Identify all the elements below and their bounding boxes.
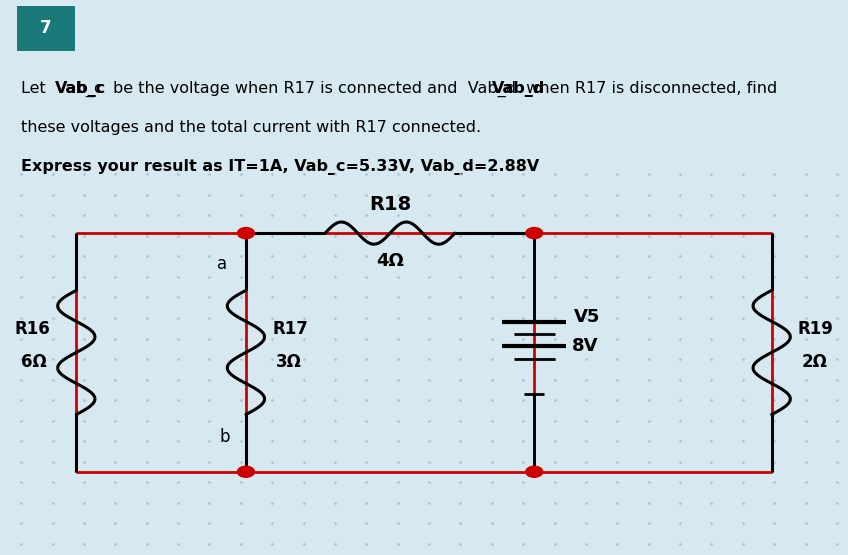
Circle shape (237, 466, 254, 477)
Text: a: a (217, 255, 227, 273)
Text: R18: R18 (369, 195, 411, 214)
Text: R17: R17 (272, 320, 308, 338)
Text: 8V: 8V (572, 337, 599, 355)
Circle shape (526, 466, 543, 477)
Text: R19: R19 (798, 320, 834, 338)
Text: 4Ω: 4Ω (377, 252, 404, 270)
Text: R16: R16 (14, 320, 50, 338)
Text: 7: 7 (40, 19, 52, 37)
Text: Vab_d: Vab_d (492, 81, 545, 97)
Text: 2Ω: 2Ω (801, 354, 827, 371)
Text: these voltages and the total current with R17 connected.: these voltages and the total current wit… (21, 120, 482, 135)
Text: 3Ω: 3Ω (276, 354, 301, 371)
Text: Express your result as IT=1A, Vab_c=5.33V, Vab_d=2.88V: Express your result as IT=1A, Vab_c=5.33… (21, 159, 539, 175)
Text: b: b (220, 428, 230, 446)
FancyBboxPatch shape (17, 6, 75, 51)
Circle shape (526, 228, 543, 239)
Text: Let  Vab_c  be the voltage when R17 is connected and  Vab_d  when R17 is disconn: Let Vab_c be the voltage when R17 is con… (21, 80, 778, 97)
Text: 6Ω: 6Ω (21, 354, 47, 371)
Circle shape (237, 228, 254, 239)
Text: Vab_c: Vab_c (55, 81, 106, 97)
Text: V5: V5 (573, 309, 600, 326)
